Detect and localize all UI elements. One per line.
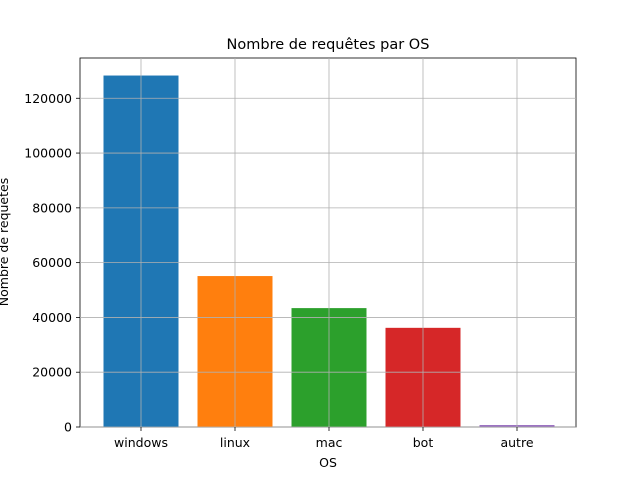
x-axis-ticks: windows linux mac bot autre — [114, 427, 534, 450]
x-tick-label: mac — [316, 435, 343, 450]
y-tick-label: 120000 — [24, 91, 72, 106]
x-axis-label: OS — [319, 455, 337, 470]
x-tick-label: autre — [500, 435, 533, 450]
x-tick-label: bot — [413, 435, 434, 450]
y-axis-ticks: 0 20000 40000 60000 80000 100000 120000 — [24, 91, 80, 435]
y-tick-label: 20000 — [32, 365, 72, 380]
x-tick-label: windows — [114, 435, 168, 450]
grid-lines — [80, 58, 576, 428]
y-tick-label: 40000 — [32, 310, 72, 325]
chart-title: Nombre de requêtes par OS — [227, 37, 430, 53]
y-axis-label: Nombre de requêtes — [0, 178, 11, 306]
y-tick-label: 100000 — [24, 146, 72, 161]
y-tick-label: 60000 — [32, 255, 72, 270]
x-tick-label: linux — [220, 435, 250, 450]
y-tick-label: 80000 — [32, 200, 72, 215]
y-tick-label: 0 — [64, 420, 72, 435]
